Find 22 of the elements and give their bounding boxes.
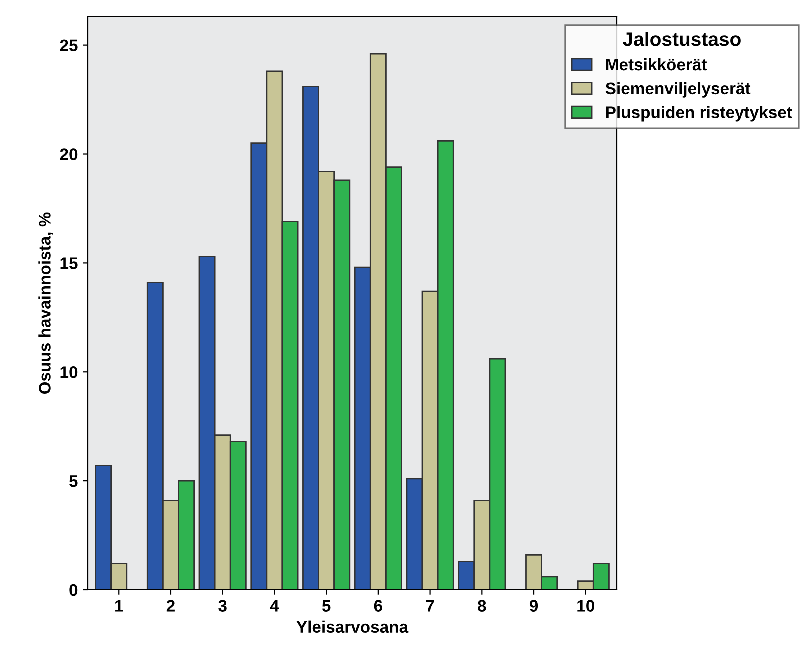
legend-label: Pluspuiden risteytykset [606, 106, 792, 122]
legend-title: Jalostustaso [623, 32, 741, 46]
y-tick-label: 20 [60, 148, 78, 160]
y-tick-label: 0 [70, 584, 78, 596]
y-tick-label: 25 [60, 40, 78, 52]
legend-label: Metsikköerät [606, 58, 708, 71]
x-tick-label: 8 [478, 600, 486, 612]
x-tick-label: 7 [426, 600, 434, 612]
x-axis-title: Yleisarvosana [296, 620, 409, 634]
y-tick-label: 15 [60, 258, 78, 270]
y-axis-title: Osuus havainnoista, % [38, 212, 54, 394]
x-tick-label: 2 [166, 600, 175, 612]
x-tick-label: 10 [578, 600, 594, 612]
x-tick-label: 5 [322, 600, 331, 612]
y-tick-label: 5 [70, 476, 78, 488]
x-tick-label: 6 [374, 600, 382, 612]
legend-label: Siemenviljelyserät [606, 82, 751, 98]
x-tick-label: 3 [218, 600, 227, 612]
x-tick-label: 4 [270, 600, 280, 612]
x-tick-label: 9 [530, 600, 538, 612]
y-tick-label: 10 [60, 366, 78, 378]
x-tick-label: 1 [116, 600, 124, 612]
